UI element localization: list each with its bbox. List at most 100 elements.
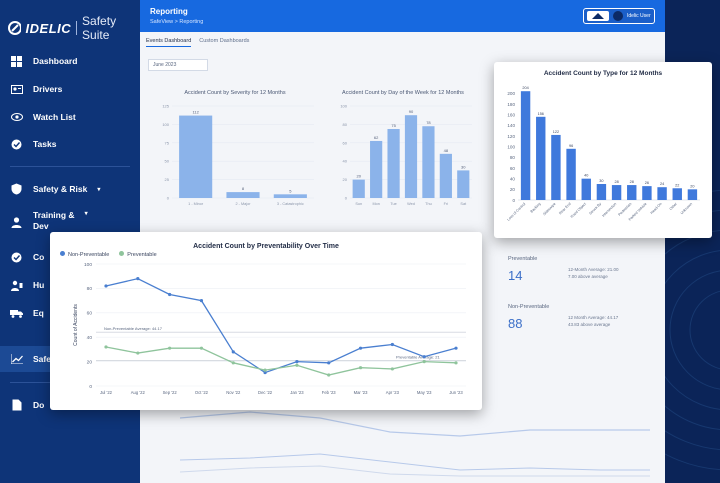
- bar: [566, 148, 576, 200]
- stat-label: Non-Preventable: [508, 304, 550, 310]
- bar: [672, 188, 682, 200]
- sidebar-item-label: Hu: [33, 280, 45, 290]
- bar: [273, 194, 307, 198]
- compliance-check-icon: [10, 251, 23, 264]
- stat-label: Preventable: [508, 256, 538, 262]
- y-tick-label: 120: [507, 134, 515, 139]
- y-tick-label: 40: [510, 176, 516, 181]
- dashboard-icon: [10, 55, 23, 68]
- bar: [520, 91, 531, 200]
- sidebar-item-compliance[interactable]: Co: [0, 244, 140, 270]
- data-label: 28: [630, 180, 634, 184]
- data-label: 204: [522, 86, 528, 90]
- y-tick-label: 140: [507, 123, 515, 128]
- weekday-bar-chart: 0 20 40 60 80 100 20 Sun 62 Mon 75 Tue 90 Wed 78 Thu 48 F…: [340, 104, 472, 206]
- y-axis-label: Count of Accidents: [73, 304, 79, 346]
- y-tick-label: 160: [507, 112, 515, 117]
- data-point: [390, 342, 394, 347]
- user-training-icon: [10, 216, 23, 229]
- x-tick-label: Jul '22: [100, 390, 113, 395]
- bar: [352, 179, 365, 198]
- y-tick-label: 40: [343, 159, 348, 164]
- sidebar-item-safety-risk[interactable]: Safety & Risk ▾: [0, 176, 140, 202]
- data-point: [263, 370, 267, 375]
- sidebar-item-label: Watch List: [33, 112, 76, 122]
- data-label: 62: [374, 135, 379, 140]
- x-tick-label: 3 - Catastrophic: [277, 202, 304, 206]
- x-tick-label: Fri: [444, 202, 449, 206]
- sidebar-item-label: Drivers: [33, 84, 63, 94]
- x-tick-label: Oct '22: [195, 390, 209, 395]
- legend-item[interactable]: Preventable: [119, 251, 157, 258]
- user-menu[interactable]: Idelic User: [583, 8, 655, 24]
- x-tick-label: Unknown: [680, 202, 693, 215]
- x-tick-label: Mon: [372, 202, 379, 206]
- sidebar-item-documents[interactable]: Do: [0, 392, 140, 418]
- x-tick-label: Sep '22: [163, 390, 178, 395]
- bar: [370, 140, 383, 198]
- x-tick-label: Struck By: [588, 202, 602, 216]
- logo-divider: [76, 21, 78, 35]
- sidebar-item-watch-list[interactable]: Watch List: [0, 104, 140, 130]
- sidebar-item-dashboard[interactable]: Dashboard: [0, 48, 140, 74]
- chevron-down-icon: ▾: [97, 186, 101, 193]
- x-tick-label: Other: [669, 201, 679, 211]
- data-label: 20: [690, 184, 694, 188]
- sidebar-item-label: Dashboard: [33, 56, 78, 66]
- shield-icon: [10, 183, 23, 196]
- data-label: 96: [569, 144, 573, 148]
- document-icon: [10, 399, 23, 412]
- stat-detail: 12 Month Average: 44.17 43.83 above avera…: [568, 315, 619, 327]
- y-tick-label: 0: [512, 198, 515, 203]
- preventability-card: Accident Count by Preventability Over Ti…: [50, 232, 482, 410]
- x-tick-label: Intersection: [601, 202, 617, 218]
- sidebar-item-human-resources[interactable]: Hu: [0, 272, 140, 298]
- y-tick-label: 80: [343, 122, 348, 127]
- sidebar-item-equipment[interactable]: Eq: [0, 300, 140, 326]
- data-point: [168, 292, 172, 297]
- preventability-line-chart: 0 20 40 60 80 100 Count of Accidents Non-Preven…: [73, 262, 466, 395]
- sidebar-item-drivers[interactable]: Drivers: [0, 76, 140, 102]
- data-point: [231, 361, 235, 365]
- data-point: [199, 346, 204, 350]
- bar: [627, 185, 637, 200]
- legend-item[interactable]: Non-Preventable: [60, 251, 109, 258]
- chart-title: Accident Count by Type for 12 Months: [543, 70, 663, 77]
- breadcrumb[interactable]: SafeView > Reporting: [150, 19, 204, 25]
- tab-custom-dashboards[interactable]: Custom Dashboards: [199, 38, 250, 44]
- data-label: 75: [391, 123, 396, 128]
- data-label: 78: [426, 120, 431, 125]
- tab-events-dashboard[interactable]: Events Dashboard: [146, 38, 192, 47]
- data-point: [295, 360, 299, 364]
- bar: [226, 192, 260, 198]
- y-tick-label: 100: [162, 122, 169, 127]
- sidebar-item-tasks[interactable]: Tasks: [0, 131, 140, 157]
- data-point: [327, 373, 331, 377]
- data-point: [104, 284, 108, 288]
- bar: [642, 186, 652, 200]
- sidebar-divider: [10, 166, 130, 167]
- bar: [439, 153, 452, 198]
- data-label: 112: [192, 110, 199, 115]
- stat-value: 14: [508, 268, 523, 283]
- data-point: [199, 299, 204, 303]
- y-tick-label: 25: [165, 177, 170, 182]
- data-point: [168, 346, 172, 350]
- x-tick-label: 1 - Minor: [188, 202, 204, 206]
- y-tick-label: 60: [87, 311, 93, 317]
- y-tick-label: 20: [343, 177, 348, 182]
- bar: [457, 170, 470, 198]
- x-tick-label: Pedestrian: [617, 202, 632, 217]
- top-bar: Reporting SafeView > Reporting Idelic Us…: [140, 0, 665, 32]
- date-select[interactable]: June 2023: [148, 59, 208, 71]
- bar: [687, 189, 698, 200]
- data-point: [454, 346, 458, 350]
- page-title: Reporting: [150, 7, 188, 16]
- data-point: [390, 367, 394, 371]
- non-preventable-stat: Non-Preventable 88 12 Month Average: 44.…: [508, 304, 618, 331]
- org-logo-icon: [587, 11, 609, 21]
- sidebar-item-training[interactable]: Training & Dev ▾: [0, 210, 140, 238]
- x-tick-label: Wed: [407, 202, 415, 206]
- data-point: [358, 346, 363, 350]
- data-label: 48: [444, 148, 449, 153]
